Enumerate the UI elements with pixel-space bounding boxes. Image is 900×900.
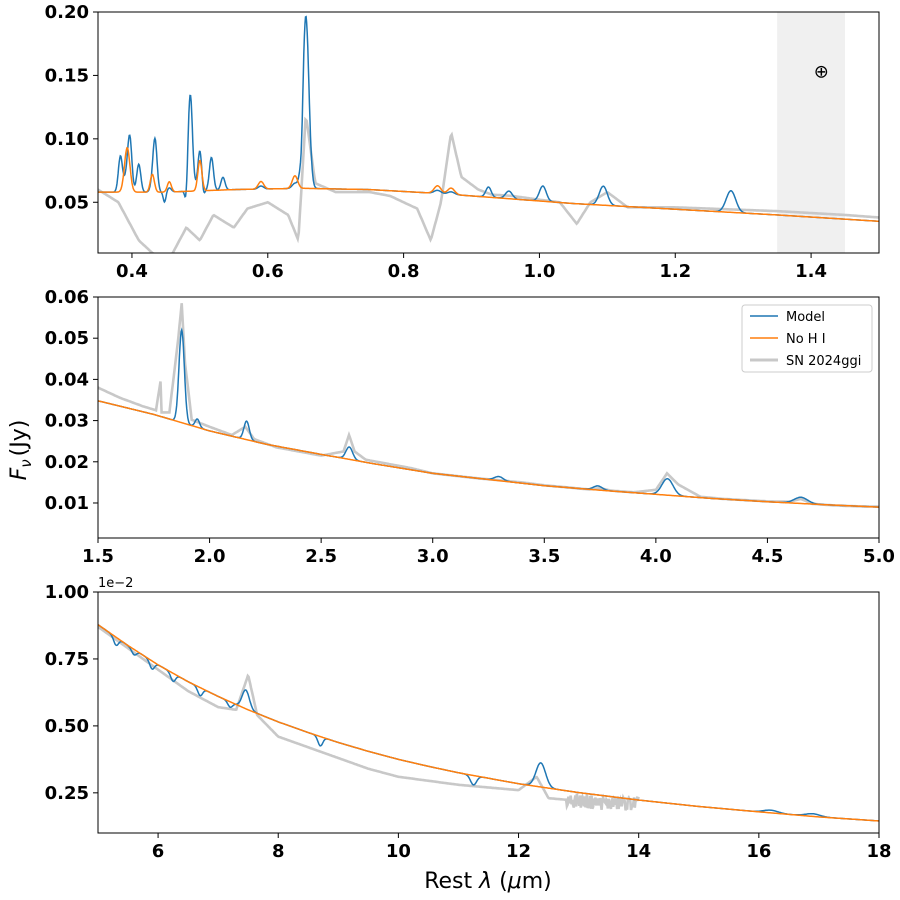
y-tick-label: 0.50 [45, 716, 89, 737]
x-tick-label: 5.0 [863, 546, 895, 567]
x-axis-label-unit-open: ( [492, 869, 508, 894]
x-tick-label: 1.4 [795, 261, 827, 282]
x-axis-label-mu: μ [507, 869, 522, 894]
y-tick-label: 0.03 [45, 411, 89, 432]
x-tick-label: 12 [506, 841, 531, 862]
earth-symbol: ⊕ [814, 62, 829, 83]
x-tick-label: 1.2 [659, 261, 691, 282]
legend-box [741, 304, 873, 373]
y-tick-label: 1.00 [45, 582, 89, 603]
x-tick-label: 1.5 [82, 546, 114, 567]
x-tick-label: 16 [746, 841, 771, 862]
series-observed [98, 116, 879, 253]
y-offset-label: 1e−2 [98, 576, 133, 591]
series-no-hi [98, 624, 879, 822]
x-tick-label: 8 [272, 841, 285, 862]
y-tick-label: 0.20 [45, 2, 89, 23]
y-tick-label: 0.01 [45, 493, 89, 514]
panel-nir-mir: 1.5 2.0 2.5 3.0 3.5 4.0 4.5 5.0 0.01 0.02 0.03 0.04… [45, 287, 895, 567]
x-axis-label-prefix: Rest [424, 869, 479, 894]
y-axis-label-symbol: F [7, 467, 32, 480]
x-tick-label: 6 [152, 841, 165, 862]
y-tick-label: 0.15 [45, 65, 89, 86]
y-tick-label: 0.04 [45, 369, 89, 390]
legend-label-nohi: No H I [786, 332, 826, 347]
panel-frame [97, 11, 880, 254]
x-tick-label: 1.0 [523, 261, 555, 282]
x-tick-label: 4.0 [640, 546, 672, 567]
series-no-hi [98, 400, 879, 508]
x-axis-label-symbol: λ [478, 869, 492, 894]
y-tick-label: 0.02 [45, 452, 89, 473]
x-tick-label: 2.0 [194, 546, 226, 567]
x-tick-label: 3.0 [417, 546, 449, 567]
y-axis-label-subscript: ν [17, 459, 35, 467]
y-tick-label: 0.06 [45, 287, 89, 308]
y-tick-label: 0.75 [45, 649, 89, 670]
x-tick-label: 14 [626, 841, 651, 862]
series-no-hi [98, 146, 879, 223]
panel-frame [97, 296, 880, 539]
x-axis-label-unit-rest: m) [522, 869, 552, 894]
x-tick-label: 3.5 [528, 546, 560, 567]
x-tick-label: 10 [386, 841, 411, 862]
legend-label-observed: SN 2024ggi [786, 354, 861, 369]
legend-label-model: Model [786, 310, 825, 325]
panel-frame [97, 591, 880, 834]
y-tick-label: 0.25 [45, 783, 89, 804]
series-model [98, 624, 879, 822]
x-axis-label: Rest λ (μm) [424, 869, 552, 894]
x-tick-label: 18 [866, 841, 891, 862]
panel-optical-nir: ⊕ 0.4 0.6 0.8 1.0 1.2 1.4 0.05 0.10 0.15 0.20 [45, 2, 880, 282]
x-tick-label: 0.6 [252, 261, 284, 282]
y-axis-label: Fν (Jy) [7, 420, 35, 481]
series-observed [98, 625, 640, 811]
x-tick-label: 0.8 [388, 261, 420, 282]
x-tick-label: 2.5 [305, 546, 337, 567]
x-tick-label: 4.5 [751, 546, 783, 567]
legend: Model No H I SN 2024ggi [741, 304, 873, 373]
y-tick-label: 0.10 [45, 129, 89, 150]
y-tick-label: 0.05 [45, 328, 89, 349]
panel-mir: 6 8 10 12 14 16 18 0.25 0.50 0.75 1.00 1e−2 [45, 576, 892, 862]
x-tick-label: 0.4 [116, 261, 148, 282]
y-tick-label: 0.05 [45, 192, 89, 213]
y-axis-label-unit: (Jy) [7, 420, 32, 457]
